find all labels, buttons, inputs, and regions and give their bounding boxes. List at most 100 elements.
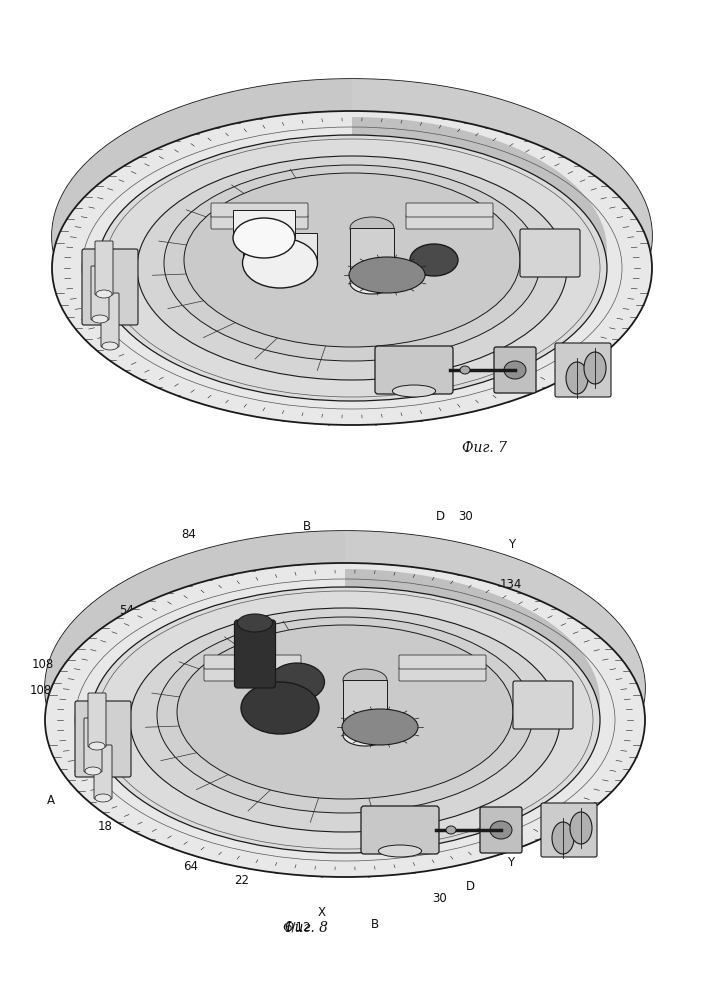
Ellipse shape xyxy=(85,767,101,775)
Text: C: C xyxy=(135,714,144,726)
Text: 118: 118 xyxy=(351,591,374,604)
Ellipse shape xyxy=(378,845,422,857)
FancyBboxPatch shape xyxy=(494,347,536,393)
Polygon shape xyxy=(352,79,652,425)
Ellipse shape xyxy=(45,563,645,877)
Ellipse shape xyxy=(97,135,607,401)
Text: 22: 22 xyxy=(234,874,250,886)
Ellipse shape xyxy=(349,714,377,736)
Polygon shape xyxy=(243,233,317,263)
Text: Фиг. 8: Фиг. 8 xyxy=(283,921,328,935)
FancyBboxPatch shape xyxy=(91,266,109,320)
Text: 134: 134 xyxy=(294,591,317,604)
FancyBboxPatch shape xyxy=(88,693,106,747)
FancyBboxPatch shape xyxy=(235,620,275,688)
FancyBboxPatch shape xyxy=(75,701,131,777)
Polygon shape xyxy=(345,531,645,877)
Ellipse shape xyxy=(177,625,513,799)
Text: 132: 132 xyxy=(474,694,496,706)
Text: B: B xyxy=(370,919,379,932)
Text: 128: 128 xyxy=(499,740,522,754)
FancyBboxPatch shape xyxy=(204,655,301,669)
FancyBboxPatch shape xyxy=(211,215,308,229)
Text: 134: 134 xyxy=(499,578,522,591)
Text: 18: 18 xyxy=(98,819,112,832)
FancyBboxPatch shape xyxy=(95,241,113,295)
Text: Y: Y xyxy=(507,856,514,868)
Text: 108: 108 xyxy=(30,684,53,696)
Ellipse shape xyxy=(342,709,418,745)
Text: A: A xyxy=(47,794,55,806)
Ellipse shape xyxy=(242,238,318,288)
Ellipse shape xyxy=(343,669,387,691)
FancyBboxPatch shape xyxy=(480,807,522,853)
Polygon shape xyxy=(233,210,295,238)
Text: 30: 30 xyxy=(459,510,473,522)
FancyBboxPatch shape xyxy=(82,249,138,325)
FancyBboxPatch shape xyxy=(520,229,580,277)
Text: 48: 48 xyxy=(491,646,505,658)
Ellipse shape xyxy=(90,587,600,853)
Text: 6/12: 6/12 xyxy=(284,921,311,934)
Ellipse shape xyxy=(137,156,567,380)
Ellipse shape xyxy=(95,794,111,802)
FancyBboxPatch shape xyxy=(94,745,112,799)
Text: C: C xyxy=(208,591,216,604)
FancyBboxPatch shape xyxy=(541,803,597,857)
Polygon shape xyxy=(350,228,394,283)
Ellipse shape xyxy=(237,614,272,632)
FancyBboxPatch shape xyxy=(375,346,453,394)
FancyBboxPatch shape xyxy=(399,667,486,681)
Ellipse shape xyxy=(92,315,108,323)
Text: Фиг. 7: Фиг. 7 xyxy=(462,441,507,455)
Text: 30: 30 xyxy=(432,892,447,904)
Ellipse shape xyxy=(552,822,574,854)
Ellipse shape xyxy=(504,361,526,379)
Ellipse shape xyxy=(102,342,118,350)
Text: 126: 126 xyxy=(499,760,522,772)
Text: 80: 80 xyxy=(245,591,260,604)
Text: 48: 48 xyxy=(435,662,449,675)
Text: D: D xyxy=(437,510,445,522)
Ellipse shape xyxy=(350,272,394,294)
Polygon shape xyxy=(52,79,352,425)
FancyBboxPatch shape xyxy=(101,293,119,347)
Text: 54: 54 xyxy=(119,604,134,617)
Ellipse shape xyxy=(446,826,456,834)
Text: 118: 118 xyxy=(497,621,520,635)
Ellipse shape xyxy=(89,742,105,750)
Ellipse shape xyxy=(184,173,520,347)
FancyBboxPatch shape xyxy=(555,343,611,397)
Ellipse shape xyxy=(52,79,652,393)
Ellipse shape xyxy=(52,111,652,425)
Ellipse shape xyxy=(460,366,470,374)
Text: 88: 88 xyxy=(158,598,172,611)
Polygon shape xyxy=(45,531,345,877)
FancyBboxPatch shape xyxy=(204,667,301,681)
Text: 132: 132 xyxy=(474,666,496,679)
Ellipse shape xyxy=(410,244,458,276)
Ellipse shape xyxy=(566,362,588,394)
Ellipse shape xyxy=(241,682,319,734)
Polygon shape xyxy=(345,569,600,853)
Text: 134: 134 xyxy=(499,778,522,792)
Polygon shape xyxy=(343,680,387,735)
Ellipse shape xyxy=(45,531,645,845)
FancyBboxPatch shape xyxy=(513,681,573,729)
Text: 134: 134 xyxy=(365,736,388,748)
Ellipse shape xyxy=(269,663,324,701)
FancyBboxPatch shape xyxy=(211,203,308,217)
Ellipse shape xyxy=(570,812,592,844)
Text: 86: 86 xyxy=(213,744,228,756)
Ellipse shape xyxy=(130,608,560,832)
FancyBboxPatch shape xyxy=(406,203,493,217)
Ellipse shape xyxy=(164,165,540,361)
Text: X: X xyxy=(318,906,326,918)
Text: 126: 126 xyxy=(410,722,432,734)
Text: Y: Y xyxy=(508,538,515,552)
Text: 128: 128 xyxy=(293,744,316,756)
FancyBboxPatch shape xyxy=(361,806,439,854)
Text: B: B xyxy=(303,520,311,534)
Ellipse shape xyxy=(349,257,425,293)
Ellipse shape xyxy=(233,218,295,258)
